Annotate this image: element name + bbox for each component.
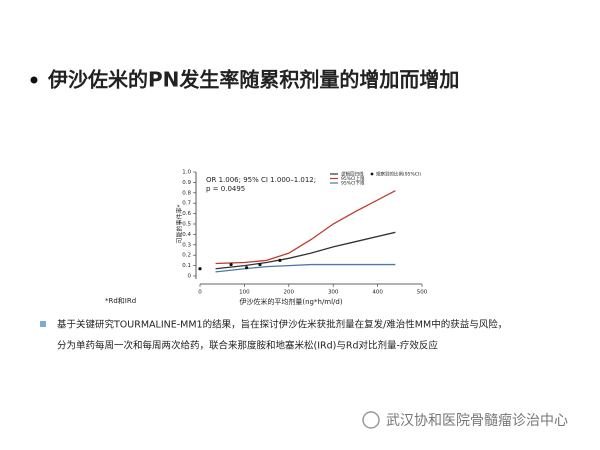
observed-point — [278, 258, 282, 262]
paragraph-bullet — [40, 321, 46, 327]
y-tick-label: 0.7 — [182, 201, 191, 207]
y-tick-label: 0.6 — [182, 211, 191, 217]
observed-point — [198, 267, 202, 271]
title-bullet — [30, 76, 38, 84]
annotation: p = 0.0495 — [206, 185, 245, 193]
legend-label: 95%CI下限 — [341, 180, 365, 187]
series-line — [215, 263, 396, 273]
watermark: 武汉协和医院骨髓瘤诊治中心 — [386, 412, 568, 429]
y-tick-label: 0.4 — [182, 232, 191, 238]
legend-label: 观察到的比例(95%CI) — [376, 171, 421, 178]
y-tick-label: 0 — [188, 274, 192, 280]
x-tick-label: 200 — [284, 290, 295, 296]
legend-label: 95%CI上限 — [341, 175, 365, 182]
x-tick-label: 100 — [239, 290, 250, 296]
y-tick-label: 0.3 — [182, 242, 191, 248]
annotation: OR 1.006; 95% CI 1.000–1.012; — [206, 176, 316, 184]
watermark-icon — [362, 411, 380, 429]
series-line — [215, 190, 396, 265]
slide-title: 伊沙佐米的PN发生率随累积剂量的增加而增加 — [47, 68, 459, 92]
series-line — [215, 231, 396, 270]
x-tick-label: 0 — [198, 290, 202, 296]
observed-point — [229, 262, 233, 267]
observed-point — [245, 266, 249, 270]
x-tick-label: 400 — [372, 290, 383, 296]
footnote: *Rd和IRd — [105, 296, 136, 305]
observed-point — [258, 262, 262, 267]
y-tick-label: 0.2 — [182, 253, 191, 259]
y-axis-label: 可能的事件率* — [176, 204, 184, 243]
y-tick-label: 0.9 — [182, 180, 191, 186]
legend-label: 逻辑回归线 — [341, 171, 364, 178]
x-axis-label: 伊沙佐米的平均剂量(ng*h/ml/d) — [239, 297, 342, 306]
paragraph-line: 分为单药每周一次和每周两次给药，联合来那度胺和地塞米松(IRd)与Rd对比剂量-… — [57, 340, 438, 352]
y-tick-label: 0.1 — [182, 263, 191, 269]
paragraph-line: 基于关键研究TOURMALINE-MM1的结果，旨在探讨伊沙佐米获批剂量在复发/… — [57, 319, 507, 331]
y-tick-label: 0.5 — [182, 222, 191, 228]
y-tick-label: 0.8 — [182, 190, 191, 196]
y-tick-label: 1.0 — [182, 170, 191, 176]
legend-swatch — [370, 172, 374, 176]
x-tick-label: 500 — [417, 290, 428, 296]
x-tick-label: 300 — [328, 290, 339, 296]
